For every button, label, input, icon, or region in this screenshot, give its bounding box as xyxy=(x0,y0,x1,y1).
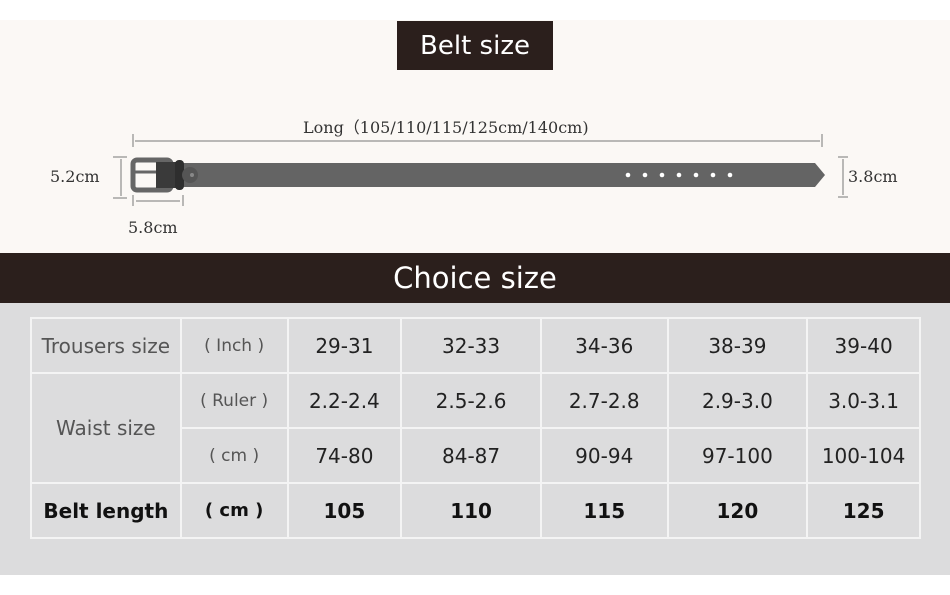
cell: 125 xyxy=(806,482,921,539)
choice-size-title: Choice size xyxy=(0,253,950,303)
row-unit: ( Ruler ) xyxy=(179,372,289,429)
table-row: Trousers size ( Inch ) 29-31 32-33 34-36… xyxy=(30,317,921,374)
cell: 2.5-2.6 xyxy=(400,372,542,429)
buckle-height-label: 5.2cm xyxy=(50,167,100,186)
cell: 115 xyxy=(539,482,669,539)
cell: 97-100 xyxy=(666,427,809,484)
row-label: Trousers size xyxy=(30,317,182,374)
belt-strap xyxy=(175,163,815,187)
size-table: Trousers size ( Inch ) 29-31 32-33 34-36… xyxy=(30,317,921,539)
cell: 74-80 xyxy=(286,427,403,484)
row-label: Waist size xyxy=(30,372,182,484)
row-label: Belt length xyxy=(30,482,182,539)
row-unit: ( cm ) xyxy=(179,482,289,539)
length-label: Long（105/110/115/125cm/140cm) xyxy=(303,118,589,137)
cell: 3.0-3.1 xyxy=(806,372,921,429)
cell: 2.7-2.8 xyxy=(539,372,669,429)
cell: 2.9-3.0 xyxy=(666,372,809,429)
row-unit: ( cm ) xyxy=(179,427,289,484)
strap-width-label: 3.8cm xyxy=(848,167,898,186)
belt-diagram xyxy=(113,134,848,206)
cell: 29-31 xyxy=(286,317,403,374)
cell: 32-33 xyxy=(400,317,542,374)
buckle-width-label: 5.8cm xyxy=(128,218,178,237)
cell: 100-104 xyxy=(806,427,921,484)
row-unit: ( Inch ) xyxy=(179,317,289,374)
table-row: ( cm ) 74-80 84-87 90-94 97-100 100-104 xyxy=(31,427,921,484)
table-row: Belt length ( cm ) 105 110 115 120 125 xyxy=(30,482,921,539)
belt-size-title: Belt size xyxy=(397,21,553,70)
cell: 39-40 xyxy=(806,317,921,374)
cell: 110 xyxy=(400,482,542,539)
cell: 2.2-2.4 xyxy=(286,372,403,429)
cell: 105 xyxy=(286,482,403,539)
cell: 34-36 xyxy=(539,317,669,374)
cell: 38-39 xyxy=(666,317,809,374)
cell: 90-94 xyxy=(539,427,669,484)
table-row: Waist size ( Ruler ) 2.2-2.4 2.5-2.6 2.7… xyxy=(30,372,921,484)
cell: 120 xyxy=(666,482,809,539)
cell: 84-87 xyxy=(400,427,542,484)
